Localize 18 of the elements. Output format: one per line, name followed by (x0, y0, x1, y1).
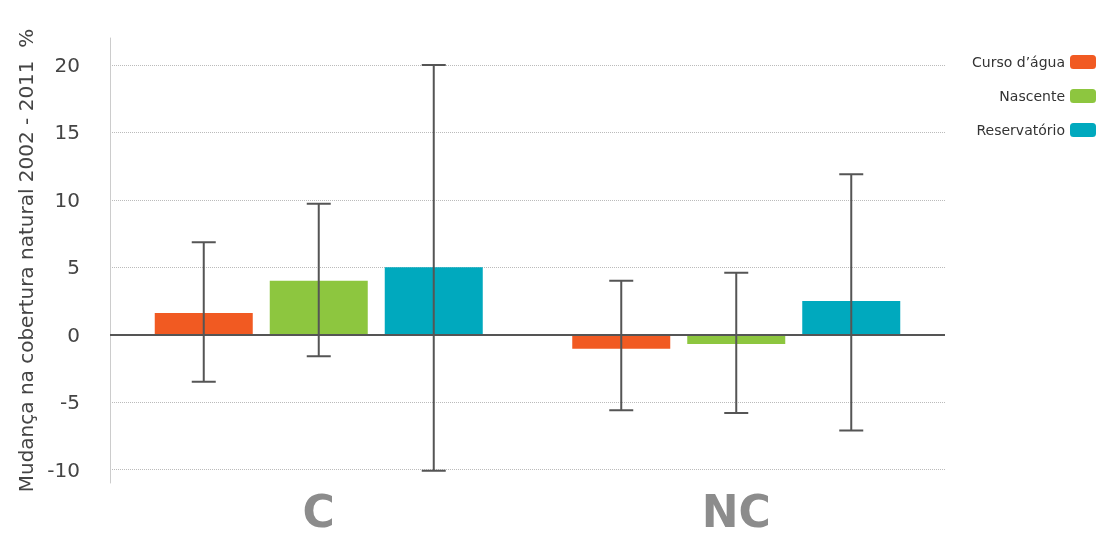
y-tick-label: -5 (60, 390, 80, 415)
y-tick-label: 0 (67, 322, 80, 347)
bar (802, 300, 901, 335)
x-tick-label: NC (701, 485, 771, 537)
legend-label: Nascente (999, 88, 1065, 104)
y-tick-label: 20 (54, 52, 80, 77)
y-tick-label: 5 (67, 255, 80, 280)
legend-label: Reservatório (976, 122, 1065, 138)
x-tick-label: C (302, 485, 335, 537)
bar (384, 267, 483, 335)
bar (269, 280, 368, 335)
legend-label: Curso d’água (972, 54, 1065, 70)
y-tick-label: -10 (47, 457, 80, 482)
y-axis-title: Mudança na cobertura natural 2002 - 2011 % (14, 28, 39, 493)
bar (154, 313, 253, 335)
y-tick-label: 10 (54, 187, 80, 212)
bar (572, 334, 671, 349)
y-tick-label: 15 (54, 120, 80, 145)
